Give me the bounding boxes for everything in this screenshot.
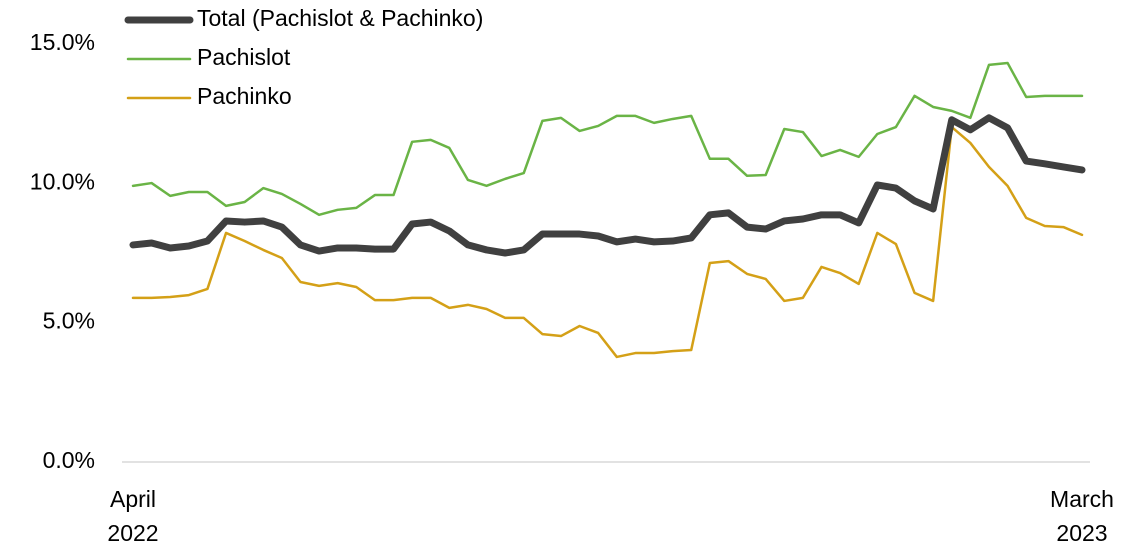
series-line	[131, 125, 1084, 359]
legend-label: Pachinko	[197, 83, 292, 109]
y-tick-label: 10.0%	[30, 168, 95, 194]
legend-label: Total (Pachislot & Pachinko)	[197, 5, 483, 31]
x-tick-label: March 2023	[1050, 486, 1114, 546]
y-tick-label: 0.0%	[43, 447, 95, 473]
series-line	[131, 61, 1084, 217]
legend-label: Pachislot	[197, 44, 291, 70]
y-tick-label: 15.0%	[30, 29, 95, 55]
x-tick-label: April 2022	[107, 486, 159, 546]
y-tick-label: 5.0%	[43, 308, 95, 334]
series-line	[129, 114, 1086, 257]
